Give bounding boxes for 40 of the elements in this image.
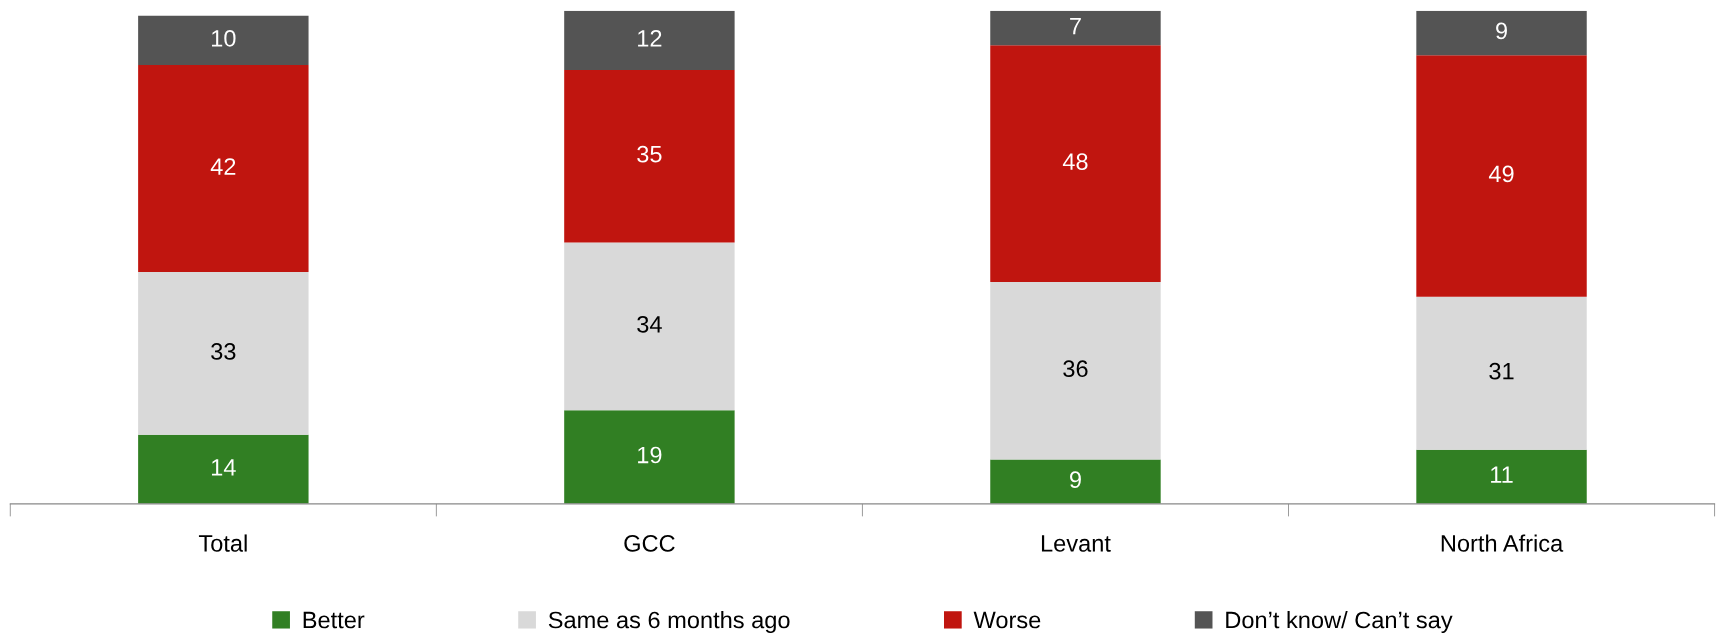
bar [990,281,1161,460]
data-label: 14 [212,459,236,476]
data-label: 9 [1496,22,1507,40]
bar [990,459,1161,504]
legend-label: Better [303,611,365,629]
legend-label: Same as 6 months ago [548,611,790,633]
bar [138,272,309,435]
data-label: 11 [1491,466,1513,483]
bar [138,15,309,65]
x-tick-label: Levant [1041,535,1111,552]
x-tick-label: North Africa [1441,534,1564,552]
data-label: 7 [1070,17,1081,35]
bar [990,10,1161,46]
data-label: 35 [637,145,662,163]
bar [1416,10,1587,56]
data-label: 12 [638,29,662,47]
data-label: 33 [211,343,236,360]
data-label: 42 [210,158,236,175]
bar [138,65,309,273]
data-label: 31 [1489,362,1514,380]
x-tick-label: GCC [624,535,675,552]
bar [564,410,735,504]
data-label: 19 [638,446,662,464]
data-label: 36 [1063,360,1088,378]
bar [138,434,309,504]
bar [990,45,1161,282]
bar [1416,449,1587,504]
bar [564,10,735,70]
bar [1416,296,1587,450]
legend-label: Worse [973,611,1041,629]
legend-label: Don’t know/ Can’t say [1226,611,1453,633]
bar [564,69,735,243]
data-label: 49 [1488,165,1514,183]
data-label: 10 [212,29,236,47]
bar [1416,55,1587,297]
data-label: 34 [637,315,662,333]
data-label: 9 [1070,471,1081,489]
bar [564,242,735,411]
x-tick-label: Total [198,534,247,552]
data-label: 48 [1062,153,1088,170]
